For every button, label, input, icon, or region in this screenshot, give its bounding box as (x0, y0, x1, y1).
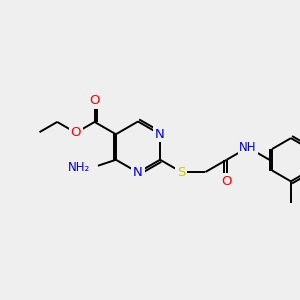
Text: S: S (177, 166, 186, 178)
Text: O: O (89, 94, 100, 107)
Text: N: N (155, 128, 165, 141)
Text: O: O (71, 126, 81, 139)
Text: NH₂: NH₂ (68, 161, 90, 174)
Text: N: N (133, 166, 143, 179)
Text: O: O (221, 175, 232, 188)
Text: NH: NH (239, 141, 257, 154)
